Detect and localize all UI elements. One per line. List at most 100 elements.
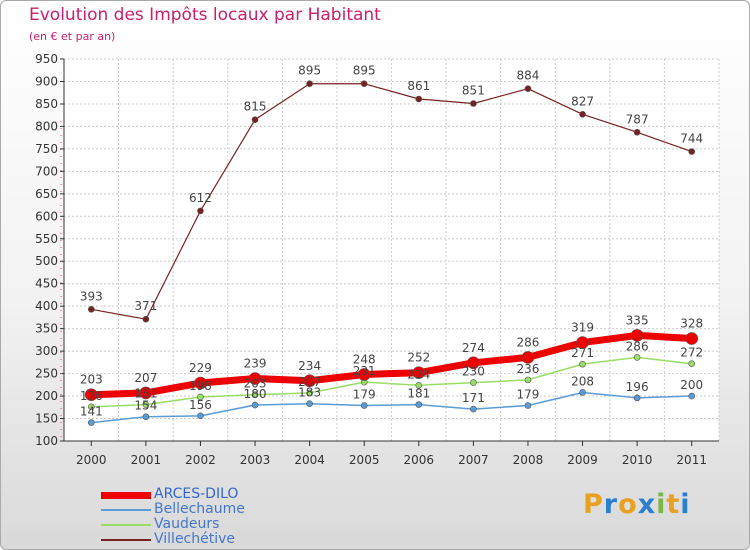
x-tick-label: 2005 xyxy=(349,453,380,467)
data-point xyxy=(194,376,207,390)
x-tick-label: 2002 xyxy=(185,453,216,467)
data-point xyxy=(306,80,313,88)
data-point xyxy=(688,392,696,400)
y-tick-label: 600 xyxy=(35,209,58,223)
legend-swatch xyxy=(101,539,151,541)
data-point xyxy=(197,412,204,420)
y-tick-label: 800 xyxy=(35,119,58,133)
y-tick-label: 350 xyxy=(35,322,58,336)
data-label: 181 xyxy=(134,387,157,401)
data-label: 231 xyxy=(353,364,376,378)
data-label: 335 xyxy=(626,313,649,327)
legend-label: Bellechaume xyxy=(154,501,245,517)
data-point xyxy=(412,366,426,379)
data-label: 156 xyxy=(189,398,212,412)
y-tick-label: 650 xyxy=(35,187,58,201)
logo-letter: r xyxy=(603,489,619,520)
x-tick-label: 2006 xyxy=(404,453,435,467)
data-label: 286 xyxy=(626,339,649,353)
data-point xyxy=(521,351,535,364)
series-line-arces-dilo xyxy=(91,331,692,399)
data-point xyxy=(579,389,586,396)
data-point xyxy=(84,388,98,402)
data-point xyxy=(633,128,641,136)
data-point xyxy=(688,148,696,155)
data-point xyxy=(467,356,480,370)
data-label: 895 xyxy=(298,64,321,78)
proxiti-logo: Proxiti xyxy=(583,489,691,520)
data-label: 271 xyxy=(571,346,594,360)
data-label: 393 xyxy=(80,289,103,303)
data-point xyxy=(415,95,423,103)
y-tick-label: 250 xyxy=(35,367,58,381)
data-label: 196 xyxy=(626,380,649,394)
data-label: 198 xyxy=(189,379,212,393)
legend-swatch xyxy=(101,491,151,499)
data-label: 328 xyxy=(680,317,703,331)
x-tick-label: 2010 xyxy=(622,453,653,467)
data-label: 236 xyxy=(517,362,540,376)
data-point xyxy=(524,376,532,384)
data-label: 203 xyxy=(244,377,267,391)
data-label: 141 xyxy=(80,405,103,419)
data-point xyxy=(470,405,477,413)
y-tick-label: 750 xyxy=(35,142,58,156)
y-tick-label: 700 xyxy=(35,164,58,178)
data-point xyxy=(197,393,204,401)
data-point xyxy=(360,80,368,88)
data-label: 176 xyxy=(80,389,103,403)
data-point xyxy=(251,116,259,123)
data-label: 815 xyxy=(244,100,267,114)
data-point xyxy=(306,389,313,397)
data-label: 180 xyxy=(244,387,267,401)
data-point xyxy=(633,394,641,402)
legend-label: Vaudeurs xyxy=(154,516,220,532)
y-tick-label: 200 xyxy=(35,389,58,403)
y-tick-label: 550 xyxy=(35,232,58,246)
y-tick-label: 150 xyxy=(35,412,58,426)
data-point xyxy=(360,402,368,409)
data-point xyxy=(142,401,150,408)
data-point xyxy=(142,315,150,323)
data-label: 230 xyxy=(462,365,485,379)
data-label: 234 xyxy=(298,359,321,373)
data-label: 207 xyxy=(134,371,157,385)
data-point xyxy=(415,401,423,408)
data-label: 181 xyxy=(407,387,430,401)
data-point xyxy=(248,372,262,385)
x-tick-label: 2004 xyxy=(294,453,325,467)
series-line-bellechaume xyxy=(91,391,692,424)
data-label: 248 xyxy=(353,352,376,366)
data-label: 208 xyxy=(571,374,594,388)
y-tick-label: 450 xyxy=(35,277,58,291)
data-label: 239 xyxy=(244,357,267,371)
y-tick-label: 400 xyxy=(35,299,58,313)
data-label: 154 xyxy=(134,399,157,413)
data-label: 203 xyxy=(80,373,103,387)
x-tick-label: 2011 xyxy=(676,453,707,467)
data-label: 183 xyxy=(298,386,321,400)
data-label: 207 xyxy=(298,375,321,389)
y-tick-label: 950 xyxy=(35,52,58,66)
data-point xyxy=(633,354,641,361)
series-line-villechétive xyxy=(91,83,692,320)
data-point xyxy=(197,207,204,215)
data-label: 252 xyxy=(407,351,430,365)
data-point xyxy=(251,391,259,399)
x-tick-label: 2008 xyxy=(513,453,544,467)
data-label: 179 xyxy=(353,387,376,401)
data-point xyxy=(306,400,313,407)
data-label: 851 xyxy=(462,83,485,97)
y-tick-label: 850 xyxy=(35,97,58,111)
data-point xyxy=(251,401,259,409)
data-label: 272 xyxy=(680,346,703,360)
data-point xyxy=(630,329,644,342)
logo-letter: o xyxy=(618,489,638,520)
data-label: 319 xyxy=(571,321,594,335)
data-label: 371 xyxy=(134,299,157,313)
series-line-vaudeurs xyxy=(91,356,692,408)
x-tick-label: 2007 xyxy=(458,453,489,467)
logo-letter: P xyxy=(583,489,604,520)
